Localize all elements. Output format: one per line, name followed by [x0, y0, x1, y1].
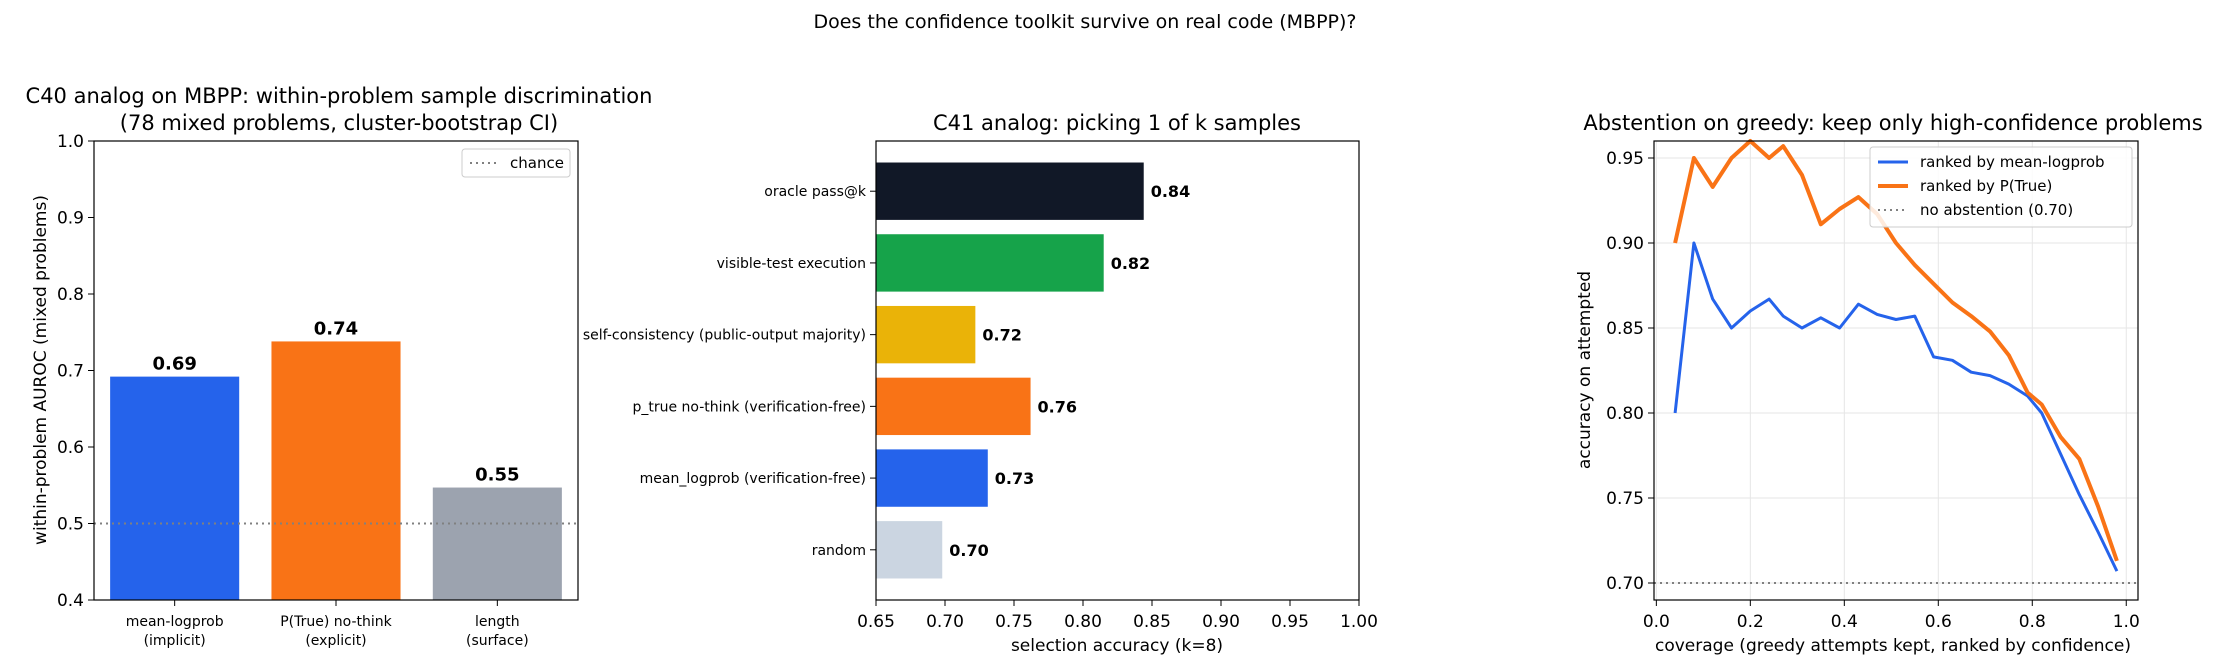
panel2-xtick-label: 0.80 [1064, 612, 1102, 632]
panel1-xtick-label: P(True) no-think [280, 614, 392, 630]
panel-auroc: C40 analog on MBPP: within-problem sampl… [26, 84, 653, 649]
panel2-frame [875, 140, 1360, 601]
panel2-xtick-label: 0.95 [1271, 612, 1309, 632]
panel3-xtick-label: 0.6 [1925, 612, 1952, 632]
panel-selection: C41 analog: picking 1 of k samples selec… [583, 111, 1378, 656]
panel1-ytick-label: 0.4 [57, 591, 84, 611]
panel1-legend-box [461, 148, 571, 178]
panel-abstention: Abstention on greedy: keep only high-con… [1575, 111, 2203, 656]
panel3-ytick-label: 0.90 [1606, 234, 1644, 254]
panel1-frame [93, 140, 579, 601]
panel1-ytick-label: 0.7 [57, 362, 84, 382]
panel2-bar [876, 162, 1144, 220]
panel3-xlabel: coverage (greedy attempts kept, ranked b… [1655, 636, 2131, 656]
panel3-legend-label: ranked by mean-logprob [1920, 153, 2105, 171]
panel2-bar [876, 377, 1031, 436]
panel2-ytick-label: p_true no-think (verification-free) [632, 399, 866, 415]
panel3-xtick-label: 0.4 [1831, 612, 1858, 632]
panel2-value-label: 0.84 [1151, 182, 1190, 201]
panel1-ytick-label: 0.8 [57, 285, 84, 305]
panel1-xtick-label: (surface) [466, 633, 529, 649]
panel1-bar [110, 376, 240, 600]
panel2-ytick-label: self-consistency (public-output majority… [583, 328, 866, 344]
panel2-ytick-label: random [812, 543, 866, 559]
panel2-value-label: 0.72 [982, 326, 1021, 345]
panel2-value-label: 0.73 [995, 469, 1034, 488]
panel1-title-line2: (78 mixed problems, cluster-bootstrap CI… [120, 111, 558, 135]
panel2-xtick-label: 1.00 [1340, 612, 1378, 632]
panel1-value-label: 0.74 [314, 318, 358, 339]
panel2-bar [876, 521, 943, 579]
panel2-ytick-label: oracle pass@k [764, 184, 867, 200]
panel1-title-line1: C40 analog on MBPP: within-problem sampl… [26, 84, 653, 108]
panel2-title: C41 analog: picking 1 of k samples [933, 111, 1301, 135]
panel2-value-label: 0.76 [1038, 397, 1077, 416]
panel1-xtick-label: length [475, 614, 520, 630]
panel3-ytick-label: 0.85 [1606, 319, 1644, 339]
panel1-ylabel: within-problem AUROC (mixed problems) [31, 195, 51, 545]
panel2-bar [876, 305, 976, 364]
panel2-bar [876, 449, 988, 507]
series-line-mean-logprob [1673, 241, 2119, 572]
panel1-xtick-label: (implicit) [144, 633, 206, 649]
panel3-legend-label: ranked by P(True) [1920, 177, 2052, 195]
panel1-legend-label: chance [510, 154, 564, 172]
panel2-xtick-label: 0.70 [926, 612, 964, 632]
panel1-value-label: 0.55 [475, 465, 519, 486]
panel1-ytick-label: 1.0 [57, 132, 84, 152]
panel1-ytick-label: 0.9 [57, 209, 84, 229]
panel2-xtick-label: 0.75 [995, 612, 1033, 632]
panel3-ylabel: accuracy on attempted [1575, 271, 1595, 469]
panel3-ytick-label: 0.75 [1606, 489, 1644, 509]
panel2-bar [876, 234, 1104, 292]
panel3-xtick-label: 1.0 [2113, 612, 2140, 632]
panel1-ytick-label: 0.6 [57, 438, 84, 458]
panel2-xlabel: selection accuracy (k=8) [1011, 636, 1223, 656]
panel2-ytick-label: visible-test execution [717, 256, 866, 272]
panel3-ytick-label: 0.80 [1606, 404, 1644, 424]
panel1-bar [432, 487, 562, 600]
panel2-value-label: 0.70 [949, 541, 988, 560]
panel3-legend-label: no abstention (0.70) [1920, 201, 2073, 219]
panel3-legend-box [1869, 146, 2133, 228]
panel3-title: Abstention on greedy: keep only high-con… [1583, 111, 2202, 135]
panel2-xtick-label: 0.65 [857, 612, 895, 632]
panel1-xtick-label: mean-logprob [126, 614, 224, 630]
panel2-xtick-label: 0.85 [1133, 612, 1171, 632]
panel1-bar [271, 341, 401, 600]
panel3-xtick-label: 0.0 [1643, 612, 1670, 632]
panel2-xtick-label: 0.90 [1202, 612, 1240, 632]
panel3-frame [1653, 140, 2139, 601]
panel3-xtick-label: 0.8 [2019, 612, 2046, 632]
panel2-value-label: 0.82 [1111, 254, 1150, 273]
panel1-ytick-label: 0.5 [57, 515, 84, 535]
panel3-ytick-label: 0.95 [1606, 149, 1644, 169]
panel1-value-label: 0.69 [152, 354, 196, 375]
panel3-xtick-label: 0.2 [1737, 612, 1764, 632]
panel3-ytick-label: 0.70 [1606, 574, 1644, 594]
panel2-ytick-label: mean_logprob (verification-free) [640, 471, 866, 487]
panel1-xtick-label: (explicit) [305, 633, 366, 649]
figure-suptitle: Does the confidence toolkit survive on r… [813, 11, 1356, 33]
